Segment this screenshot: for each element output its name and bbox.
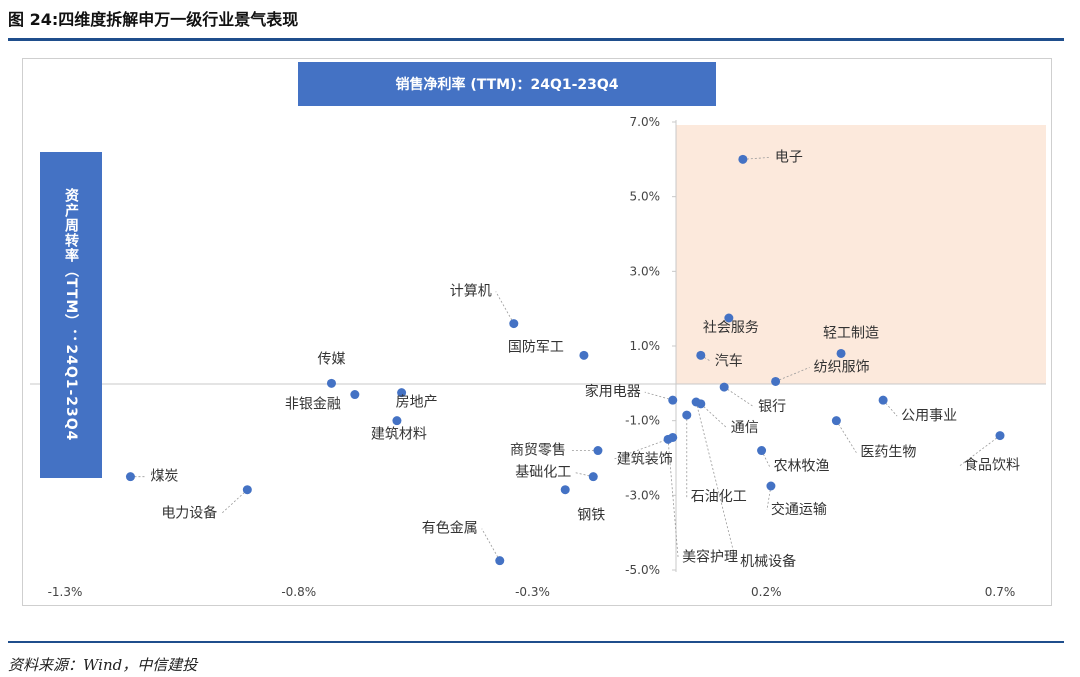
data-point [326,378,336,388]
leader-line [723,386,755,408]
leader-line [882,399,898,417]
leader-line [742,156,771,160]
x-tick-label: -0.3% [515,585,550,599]
data-point [593,446,603,456]
data-point [588,472,598,482]
data-point [766,481,776,491]
data-label: 银行 [758,399,786,415]
data-label: 有色金属 [422,520,478,537]
data-label: 食品饮料 [964,457,1020,474]
data-point [668,395,678,405]
data-label: 电子 [775,149,803,165]
y-tick-label: -1.0% [625,414,660,428]
leader-line [575,472,594,478]
data-label: 房地产 [396,395,438,411]
x-axis-title-text: 销售净利率 (TTM)：24Q1-23Q4 [395,77,619,93]
data-point [831,416,841,426]
data-point [696,350,706,360]
y-axis-title: 资产周转率（TTM）：24Q1-23Q4 [40,152,102,478]
data-point [663,434,673,444]
data-point [560,485,570,495]
y-axis-title-text: 资产周转率（TTM）：24Q1-23Q4 [63,188,79,442]
leader-line [481,528,501,561]
data-label: 通信 [731,420,759,436]
data-label: 建筑装饰 [617,451,673,467]
data-label: 社会服务 [703,320,759,336]
source-note: 资料来源：Wind，中信建投 [8,656,198,674]
data-label: 国防军工 [508,339,564,355]
x-tick-label: -1.3% [48,585,83,599]
data-point [757,446,767,456]
leader-line [495,291,515,324]
data-label: 轻工制造 [823,325,879,341]
data-point [691,397,701,407]
data-label: 交通运输 [771,501,827,518]
y-tick-label: 3.0% [630,264,661,278]
data-label: 煤炭 [150,469,178,485]
x-tick-label: 0.7% [985,585,1016,599]
data-point [392,416,402,426]
data-label: 石油化工 [691,489,747,505]
leader-line [667,439,679,558]
x-tick-label: 0.2% [751,585,782,599]
data-point [738,154,748,164]
y-tick-label: -5.0% [625,563,660,577]
data-point [836,348,846,358]
data-label: 汽车 [715,352,743,369]
data-label: 美容护理 [682,548,738,565]
data-point [878,395,888,405]
data-point [771,376,781,386]
leader-line [959,435,1001,466]
data-label: 计算机 [450,284,492,300]
figure-title: 图 24:四维度拆解申万一级行业景气表现 [8,10,299,29]
data-point [495,556,505,566]
data-point [397,388,407,398]
data-label: 建筑材料 [371,427,427,443]
data-label: 农林牧渔 [774,459,830,475]
data-label: 商贸零售 [510,443,566,459]
data-label: 公用事业 [901,408,957,424]
leader-line [836,420,857,453]
data-label: 机械设备 [740,553,796,570]
data-point [724,313,734,323]
data-point [509,319,519,329]
data-point [719,382,729,392]
leader-line [695,401,737,563]
leader-line [761,450,770,467]
x-tick-label: -0.8% [281,585,316,599]
y-tick-label: 5.0% [630,190,661,204]
data-label: 基础化工 [515,464,571,481]
leader-line [644,391,673,401]
data-point [125,472,135,482]
data-point [350,390,360,400]
x-axis-title: 销售净利率 (TTM)：24Q1-23Q4 [298,62,716,106]
data-point [579,350,589,360]
leader-line [700,403,728,429]
leader-line [612,437,673,460]
data-point [242,485,252,495]
y-tick-label: -3.0% [625,488,660,502]
data-point [995,431,1005,441]
title-divider [8,38,1064,41]
leader-line [221,489,248,515]
data-label: 家用电器 [585,383,641,400]
data-label: 医药生物 [860,445,916,461]
footer-divider [8,641,1064,643]
data-label: 纺织服饰 [814,359,870,375]
data-label: 钢铁 [577,508,605,524]
y-tick-label: 1.0% [630,339,661,353]
highlight-quadrant [676,125,1046,384]
y-tick-label: 7.0% [630,115,661,129]
data-label: 传媒 [317,351,345,367]
data-point [682,410,692,420]
data-label: 电力设备 [161,505,217,522]
data-label: 非银金融 [285,397,341,413]
